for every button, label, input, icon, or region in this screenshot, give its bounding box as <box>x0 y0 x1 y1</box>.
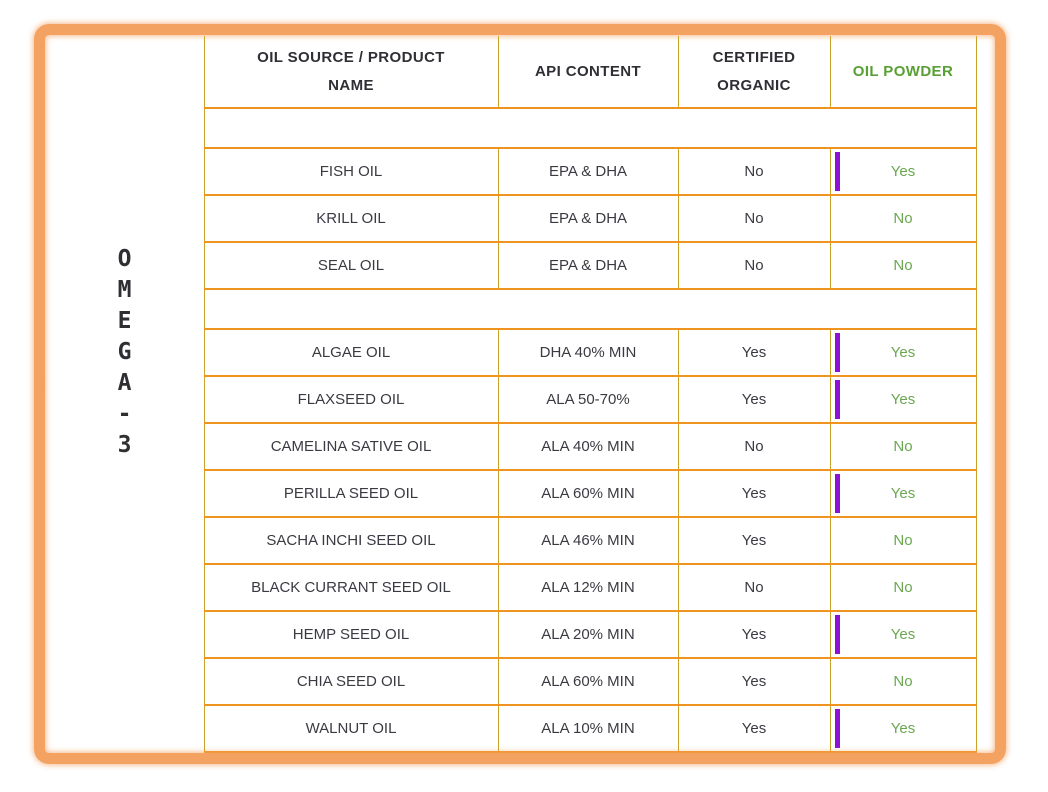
cell-api-content: ALA 60% MIN <box>497 657 678 705</box>
omega3-letter: O <box>117 245 132 272</box>
spacer-cell <box>203 107 977 148</box>
cursor-marker <box>834 615 840 654</box>
cell-oil-powder-value: Yes <box>890 163 916 180</box>
cell-oil-powder: Yes <box>829 469 977 517</box>
cell-oil-source: ALGAE OIL <box>203 328 498 376</box>
header-certified-line2: ORGANIC <box>717 76 791 94</box>
cell-oil-source: KRILL OIL <box>203 194 498 242</box>
cell-certified-organic: Yes <box>677 469 830 517</box>
cell-api-content: ALA 40% MIN <box>497 422 678 470</box>
cursor-marker <box>834 152 840 191</box>
table-row: KRILL OIL EPA & DHA No No <box>46 194 977 242</box>
spacer-row <box>46 107 977 148</box>
cell-oil-powder-value: Yes <box>890 626 916 643</box>
table-row: PERILLA SEED OIL ALA 60% MIN Yes Yes <box>46 469 977 517</box>
cell-oil-powder: No <box>829 422 977 470</box>
cell-api-content: EPA & DHA <box>497 147 678 195</box>
cell-certified-organic: No <box>677 194 830 242</box>
table-row: ALGAE OIL DHA 40% MIN Yes Yes <box>46 328 977 376</box>
cell-certified-organic: Yes <box>677 610 830 658</box>
cell-oil-powder: Yes <box>829 147 977 195</box>
cell-api-content: DHA 40% MIN <box>497 328 678 376</box>
omega3-letter: 3 <box>117 431 132 458</box>
cell-oil-powder: No <box>829 194 977 242</box>
cell-oil-powder: Yes <box>829 610 977 658</box>
table-row: WALNUT OIL ALA 10% MIN Yes Yes <box>46 704 977 753</box>
cell-certified-organic: Yes <box>677 375 830 423</box>
cell-oil-powder-value: Yes <box>890 720 916 737</box>
omega3-letter: - <box>117 400 132 427</box>
cursor-marker <box>834 333 840 372</box>
omega3-letter: G <box>117 338 132 365</box>
omega3-letter: A <box>117 369 132 396</box>
cell-oil-powder: Yes <box>829 328 977 376</box>
cursor-marker <box>834 709 840 748</box>
cell-api-content: ALA 12% MIN <box>497 563 678 611</box>
cell-oil-powder-value: Yes <box>890 344 916 361</box>
header-certified-line1: CERTIFIED <box>712 48 796 66</box>
table-row: HEMP SEED OIL ALA 20% MIN Yes Yes <box>46 610 977 658</box>
cell-certified-organic: No <box>677 563 830 611</box>
table-row: BLACK CURRANT SEED OIL ALA 12% MIN No No <box>46 563 977 611</box>
cell-oil-powder-value: Yes <box>890 391 916 408</box>
omega3-letter: E <box>117 307 132 334</box>
cell-oil-source: FLAXSEED OIL <box>203 375 498 423</box>
cell-api-content: ALA 60% MIN <box>497 469 678 517</box>
cell-oil-powder-value: Yes <box>890 485 916 502</box>
header-oil-source-line1: OIL SOURCE / PRODUCT <box>257 48 445 66</box>
header-oil-source-line2: NAME <box>328 76 374 94</box>
cursor-marker <box>834 380 840 419</box>
cell-api-content: EPA & DHA <box>497 241 678 289</box>
table-row: CAMELINA SATIVE OIL ALA 40% MIN No No <box>46 422 977 470</box>
cell-certified-organic: No <box>677 241 830 289</box>
cell-oil-powder: No <box>829 563 977 611</box>
header-api-content: API CONTENT <box>497 36 678 108</box>
cell-oil-powder: No <box>829 657 977 705</box>
cell-oil-source: SEAL OIL <box>203 241 498 289</box>
cell-api-content: ALA 20% MIN <box>497 610 678 658</box>
cell-certified-organic: Yes <box>677 328 830 376</box>
cell-oil-source: HEMP SEED OIL <box>203 610 498 658</box>
cell-api-content: ALA 10% MIN <box>497 704 678 753</box>
cell-oil-powder: Yes <box>829 375 977 423</box>
cell-certified-organic: Yes <box>677 516 830 564</box>
omega3-letter: M <box>117 276 132 303</box>
cell-oil-source: PERILLA SEED OIL <box>203 469 498 517</box>
table-row: FISH OIL EPA & DHA No Yes <box>46 147 977 195</box>
spacer-row <box>46 288 977 329</box>
header-oil-source: OIL SOURCE / PRODUCT NAME <box>203 36 498 108</box>
cell-oil-source: CHIA SEED OIL <box>203 657 498 705</box>
cell-oil-powder: No <box>829 241 977 289</box>
cell-certified-organic: Yes <box>677 704 830 753</box>
cell-oil-source: BLACK CURRANT SEED OIL <box>203 563 498 611</box>
cell-oil-powder: Yes <box>829 704 977 753</box>
header-oil-powder: OIL POWDER <box>829 36 977 108</box>
spacer-cell <box>203 288 977 329</box>
cell-api-content: ALA 46% MIN <box>497 516 678 564</box>
cell-certified-organic: Yes <box>677 657 830 705</box>
cell-oil-source: WALNUT OIL <box>203 704 498 753</box>
cell-api-content: ALA 50-70% <box>497 375 678 423</box>
table-row: FLAXSEED OIL ALA 50-70% Yes Yes <box>46 375 977 423</box>
cell-api-content: EPA & DHA <box>497 194 678 242</box>
cell-certified-organic: No <box>677 147 830 195</box>
cell-oil-source: FISH OIL <box>203 147 498 195</box>
table-row: SEAL OIL EPA & DHA No No <box>46 241 977 289</box>
cell-certified-organic: No <box>677 422 830 470</box>
cell-oil-source: SACHA INCHI SEED OIL <box>203 516 498 564</box>
header-certified-organic: CERTIFIED ORGANIC <box>677 36 830 108</box>
cell-oil-source: CAMELINA SATIVE OIL <box>203 422 498 470</box>
cursor-marker <box>834 474 840 513</box>
cell-oil-powder: No <box>829 516 977 564</box>
table-row: SACHA INCHI SEED OIL ALA 46% MIN Yes No <box>46 516 977 564</box>
table-row: CHIA SEED OIL ALA 60% MIN Yes No <box>46 657 977 705</box>
